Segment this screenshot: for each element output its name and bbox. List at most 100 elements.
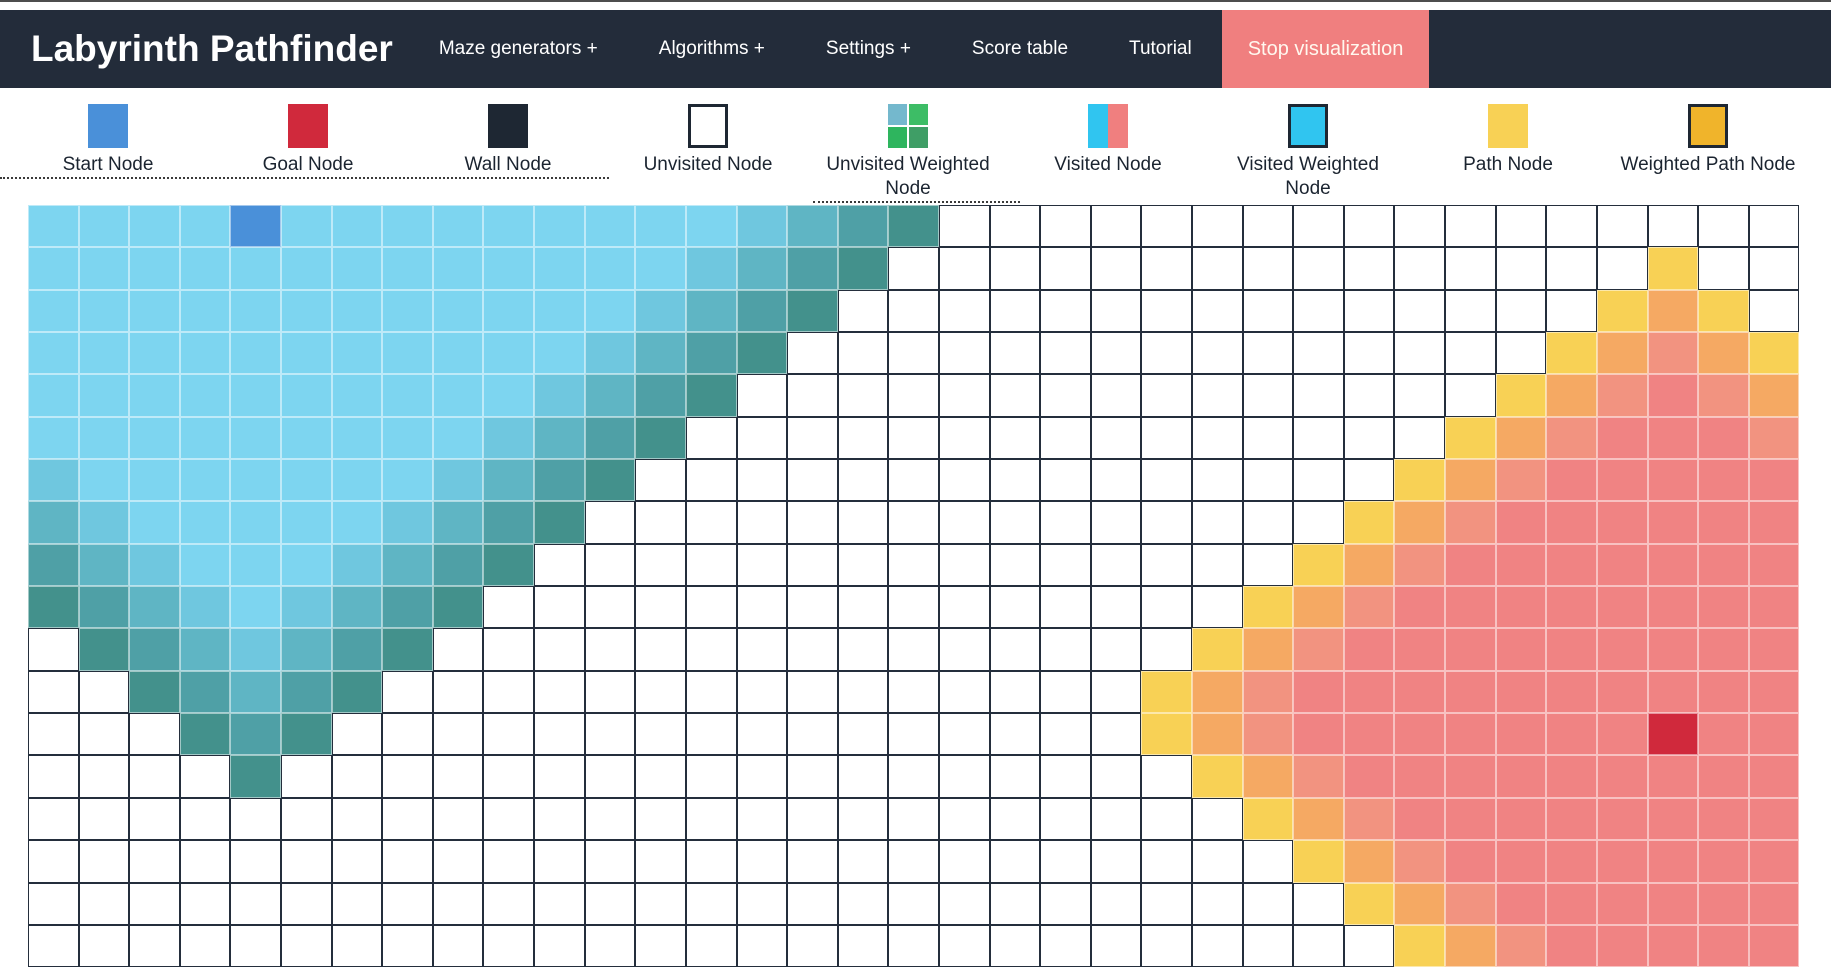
- grid-cell[interactable]: [331, 205, 383, 248]
- grid-cell[interactable]: [179, 501, 231, 544]
- grid-cell[interactable]: [1090, 501, 1142, 544]
- nav-item-settings[interactable]: Settings +: [825, 38, 911, 59]
- grid-cell[interactable]: [1090, 416, 1142, 460]
- grid-cell[interactable]: [635, 459, 686, 502]
- grid-cell[interactable]: [179, 332, 231, 375]
- grid-cell[interactable]: [382, 501, 433, 544]
- grid-cell[interactable]: [787, 670, 838, 714]
- grid-cell[interactable]: [938, 755, 990, 798]
- grid-cell[interactable]: [837, 416, 889, 460]
- grid-cell[interactable]: [1293, 882, 1344, 925]
- grid-cell[interactable]: [1748, 416, 1800, 460]
- grid-cell[interactable]: [179, 628, 231, 671]
- grid-cell[interactable]: [1343, 628, 1395, 671]
- grid-cell[interactable]: [837, 882, 889, 925]
- grid-cell[interactable]: [1546, 924, 1597, 967]
- grid-cell[interactable]: [1090, 332, 1142, 375]
- grid-cell[interactable]: [1596, 501, 1648, 544]
- grid-cell[interactable]: [1242, 713, 1294, 756]
- grid-cell[interactable]: [1394, 755, 1446, 798]
- grid-cell[interactable]: [1192, 713, 1243, 756]
- grid-cell[interactable]: [635, 205, 686, 248]
- grid-cell[interactable]: [1343, 374, 1395, 417]
- grid-cell[interactable]: [534, 501, 585, 544]
- grid-cell[interactable]: [1343, 247, 1395, 290]
- grid-cell[interactable]: [1495, 247, 1547, 290]
- grid-cell[interactable]: [382, 205, 433, 248]
- grid-cell[interactable]: [1495, 374, 1547, 417]
- grid-cell[interactable]: [78, 882, 130, 925]
- grid-cell[interactable]: [888, 459, 939, 502]
- grid-cell[interactable]: [534, 670, 585, 714]
- grid-cell[interactable]: [989, 797, 1041, 841]
- grid-cell[interactable]: [584, 416, 636, 460]
- grid-cell[interactable]: [1040, 289, 1091, 333]
- grid-cell[interactable]: [938, 840, 990, 883]
- grid-cell[interactable]: [584, 755, 636, 798]
- grid-cell[interactable]: [888, 586, 939, 629]
- grid-cell[interactable]: [938, 374, 990, 417]
- grid-cell[interactable]: [787, 797, 838, 841]
- grid-cell[interactable]: [1698, 374, 1749, 417]
- grid-cell[interactable]: [230, 670, 282, 714]
- grid-cell[interactable]: [382, 332, 433, 375]
- grid-cell[interactable]: [1040, 205, 1091, 248]
- grid-cell[interactable]: [331, 416, 383, 460]
- grid-cell[interactable]: [1698, 797, 1749, 841]
- grid-cell[interactable]: [1141, 713, 1193, 756]
- grid-cell[interactable]: [787, 205, 838, 248]
- grid-cell[interactable]: [1546, 459, 1597, 502]
- grid-cell[interactable]: [1293, 459, 1344, 502]
- grid-cell[interactable]: [179, 459, 231, 502]
- grid-cell[interactable]: [382, 713, 433, 756]
- grid-cell[interactable]: [1698, 628, 1749, 671]
- grid-cell[interactable]: [1647, 670, 1699, 714]
- grid-cell[interactable]: [1596, 840, 1648, 883]
- grid-cell[interactable]: [230, 924, 282, 967]
- grid-cell[interactable]: [1141, 797, 1193, 841]
- grid-cell[interactable]: [736, 882, 788, 925]
- grid-cell[interactable]: [1242, 416, 1294, 460]
- grid-cell[interactable]: [584, 459, 636, 502]
- stop-visualization-button[interactable]: Stop visualization: [1221, 10, 1430, 88]
- grid-cell[interactable]: [331, 332, 383, 375]
- grid-cell[interactable]: [1040, 374, 1091, 417]
- grid-cell[interactable]: [938, 289, 990, 333]
- grid-cell[interactable]: [787, 374, 838, 417]
- grid-cell[interactable]: [129, 247, 180, 290]
- grid-cell[interactable]: [281, 713, 332, 756]
- grid-cell[interactable]: [989, 670, 1041, 714]
- grid-cell[interactable]: [635, 924, 686, 967]
- grid-cell[interactable]: [281, 332, 332, 375]
- grid-cell[interactable]: [787, 882, 838, 925]
- grid-cell[interactable]: [483, 289, 535, 333]
- grid-cell[interactable]: [635, 289, 686, 333]
- grid-cell[interactable]: [1343, 332, 1395, 375]
- grid-cell[interactable]: [1748, 670, 1800, 714]
- grid-cell[interactable]: [584, 924, 636, 967]
- grid-cell[interactable]: [1495, 670, 1547, 714]
- grid-cell[interactable]: [635, 797, 686, 841]
- grid-cell[interactable]: [230, 459, 282, 502]
- grid-cell[interactable]: [1698, 882, 1749, 925]
- grid-cell[interactable]: [534, 840, 585, 883]
- grid-cell[interactable]: [331, 924, 383, 967]
- grid-cell[interactable]: [1495, 543, 1547, 587]
- grid-cell[interactable]: [534, 713, 585, 756]
- grid-cell[interactable]: [1394, 247, 1446, 290]
- grid-cell[interactable]: [989, 628, 1041, 671]
- grid-cell[interactable]: [1293, 670, 1344, 714]
- grid-cell[interactable]: [1192, 797, 1243, 841]
- grid-cell[interactable]: [432, 374, 484, 417]
- grid-cell[interactable]: [584, 289, 636, 333]
- grid-cell[interactable]: [837, 543, 889, 587]
- grid-cell[interactable]: [685, 586, 737, 629]
- grid-cell[interactable]: [1090, 882, 1142, 925]
- grid-cell[interactable]: [1293, 797, 1344, 841]
- grid-cell[interactable]: [1445, 374, 1496, 417]
- grid-cell[interactable]: [1647, 543, 1699, 587]
- grid-cell[interactable]: [1192, 247, 1243, 290]
- grid-cell[interactable]: [129, 797, 180, 841]
- grid-cell[interactable]: [1394, 543, 1446, 587]
- grid-cell[interactable]: [1040, 840, 1091, 883]
